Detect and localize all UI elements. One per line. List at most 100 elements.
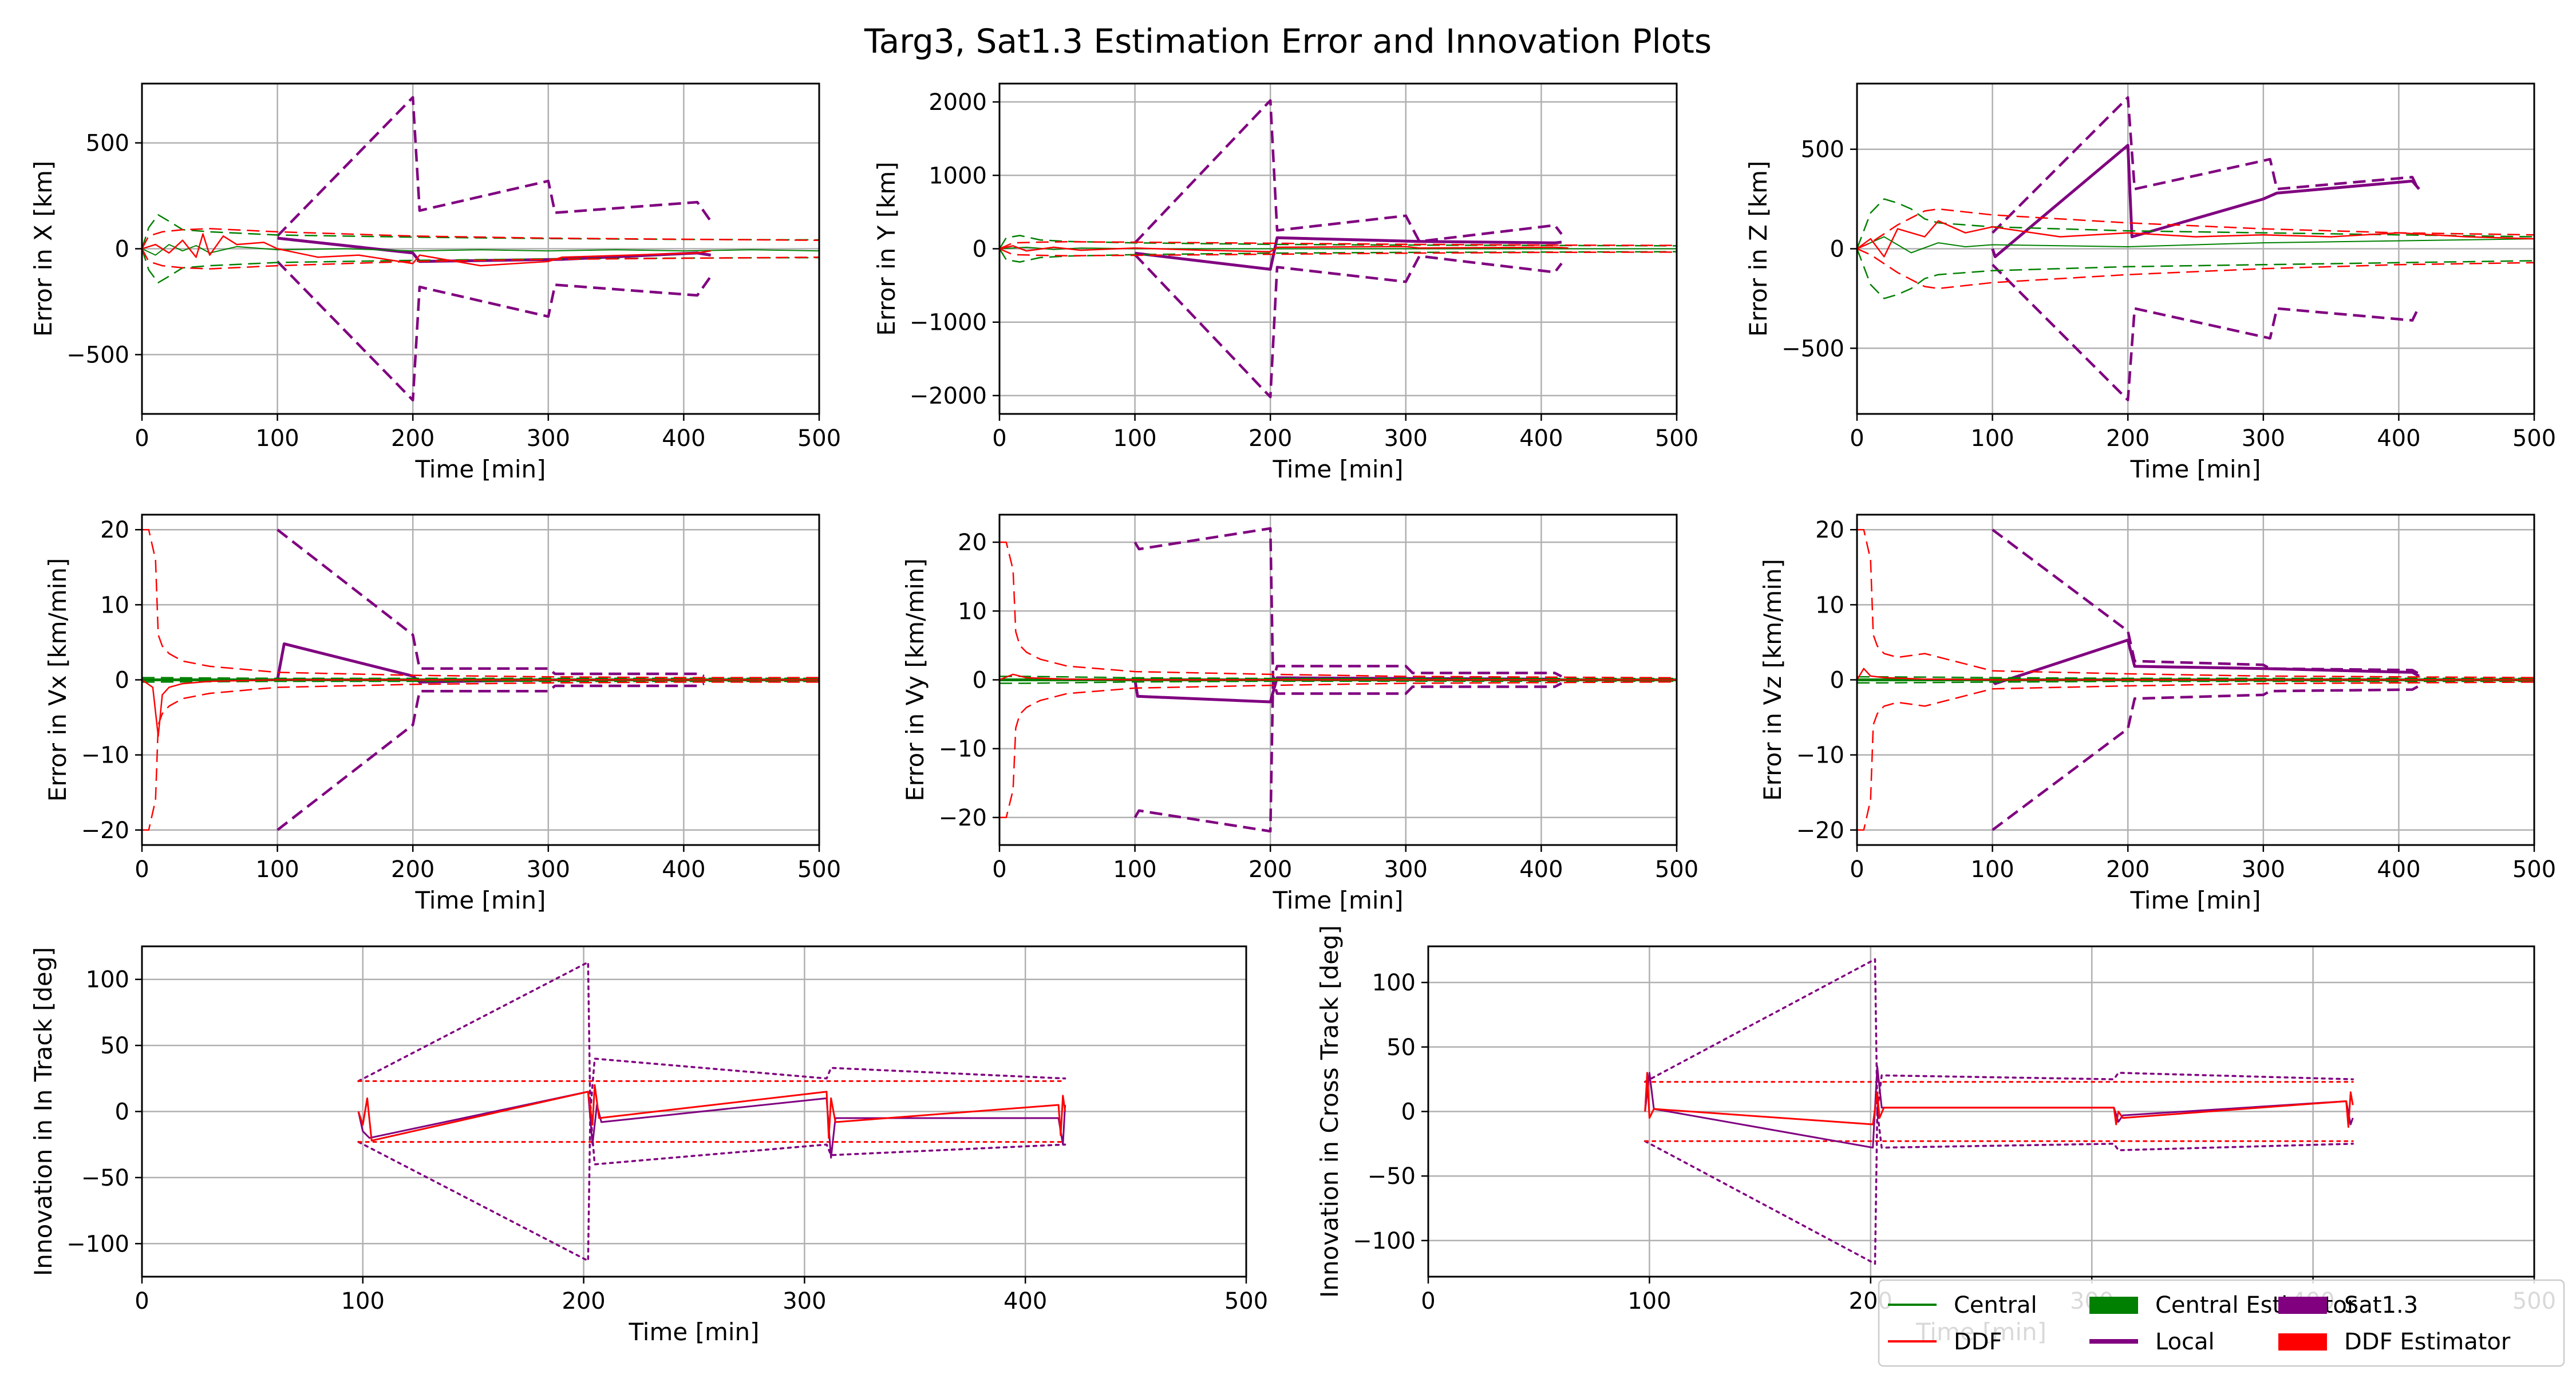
x-tick-label: 300 [1384,856,1428,883]
series-central-cov [1857,248,2534,299]
series-local-cov [1643,1110,2354,1265]
y-tick-label: −10 [1796,743,1844,769]
x-tick-label: 200 [2106,856,2150,883]
x-tick-label: 200 [2106,425,2150,452]
legend-item: Central [1888,1292,2037,1318]
legend-patch [2278,1297,2327,1314]
y-axis-label: Innovation in In Track [deg] [29,947,57,1276]
series-group [1857,528,2534,831]
y-tick-label: 0 [1830,668,1844,694]
series-ddf-cov [999,541,1677,679]
x-tick-label: 200 [391,425,434,452]
x-tick-label: 100 [255,425,299,452]
x-tick-label: 400 [1519,425,1563,452]
x-tick-label: 500 [797,856,841,883]
y-axis-label: Error in Vz [km/min] [1759,559,1787,801]
series-group [1643,958,2354,1265]
x-tick-label: 200 [391,856,434,883]
y-tick-label: 10 [958,598,987,625]
legend-item: Sat1.3 [2278,1292,2418,1318]
y-tick-label: 500 [86,131,129,157]
legend-patch [2278,1333,2327,1351]
series-local-cov [1992,96,2420,234]
series-ddf-cov [999,241,1677,250]
y-tick-label: −50 [1368,1163,1416,1190]
x-tick-label: 200 [562,1288,605,1314]
x-tick-label: 100 [255,856,299,883]
y-tick-label: 0 [1401,1099,1416,1126]
series-ddf [357,1084,1066,1142]
y-tick-label: 1000 [929,163,987,189]
legend-item: DDF [1888,1329,2002,1355]
y-tick-label: −2000 [910,383,987,409]
x-tick-label: 400 [2377,425,2420,452]
y-tick-label: 0 [115,668,129,694]
x-tick-label: 400 [2377,856,2420,883]
subplot-error-vz: 0 100 200 300 400 500 −20 −10 0 10 20 Time [min] Err… [1759,514,2556,914]
series-central [142,244,819,256]
x-tick-label: 500 [2512,425,2556,452]
y-tick-label: 10 [100,592,129,618]
y-tick-label: −50 [81,1165,129,1191]
x-axis-label: Time [min] [414,455,546,483]
x-tick-label: 500 [2512,856,2556,883]
x-tick-label: 0 [1850,856,1864,883]
subplot-innovation-in-track: 0 100 200 300 400 500 −100 −50 0 50 100 Time [min] I… [29,945,1268,1346]
y-tick-label: 100 [86,967,129,993]
series-local-cov [276,528,705,678]
series-local-cov [1133,527,1562,681]
legend-item: Central Estimator [2089,1292,2357,1318]
y-tick-label: 500 [1801,137,1844,163]
x-tick-label: 0 [135,856,149,883]
y-axis-label: Innovation in Cross Track [deg] [1315,925,1344,1298]
x-tick-label: 400 [1519,856,1563,883]
series-ddf [1857,220,2534,258]
series-group [142,96,819,402]
x-tick-label: 0 [135,1288,149,1314]
y-tick-label: 0 [973,668,987,694]
x-tick-label: 500 [1224,1288,1268,1314]
y-tick-label: 0 [973,236,987,263]
series-central-cov [1857,198,2534,249]
x-tick-label: 100 [1970,425,2014,452]
y-axis-label: Error in Vx [km/min] [44,558,72,802]
x-tick-label: 500 [1655,856,1698,883]
y-tick-label: −20 [81,818,129,844]
legend-label: Central [1954,1292,2037,1318]
subplot-error-z: 0 100 200 300 400 500 −500 0 500 Time [min] Error … [1744,82,2556,483]
series-group [142,528,819,831]
x-tick-label: 100 [341,1288,385,1314]
x-axis-label: Time [min] [628,1318,759,1346]
series-group [999,527,1677,833]
series-ddf [142,679,819,737]
x-axis-label: Time [min] [2129,455,2261,483]
series-local-cov [276,96,712,237]
x-axis-label: Time [min] [1272,886,1403,914]
series-ddf-cov [1857,208,2534,250]
y-tick-label: −20 [939,805,987,831]
y-tick-label: −100 [1353,1228,1416,1254]
series-ddf-cov [1857,248,2534,290]
x-tick-label: 300 [783,1288,826,1314]
y-tick-label: 50 [100,1033,129,1059]
series-local-cov [1133,99,1563,244]
series-ddf-cov [142,681,819,831]
series-ddf-cov [142,228,819,250]
x-tick-label: 500 [797,425,841,452]
legend-label: Sat1.3 [2344,1292,2418,1318]
x-tick-label: 300 [2242,425,2285,452]
y-axis-label: Error in Z [km] [1744,161,1772,337]
series-ddf-cov [142,248,819,270]
x-tick-label: 300 [2242,856,2285,883]
series-local-cov [1643,958,2354,1113]
series-ddf-cov [999,248,1677,256]
legend-label: Local [2155,1329,2215,1355]
y-axis-label: Error in Vy [km/min] [901,558,929,802]
series-ddf [142,233,711,267]
legend: Central DDF Central Estimator Local Sat1.3 DD… [1878,1279,2565,1367]
y-axis-label: Error in X [km] [29,161,57,337]
legend-label: DDF [1954,1329,2002,1355]
